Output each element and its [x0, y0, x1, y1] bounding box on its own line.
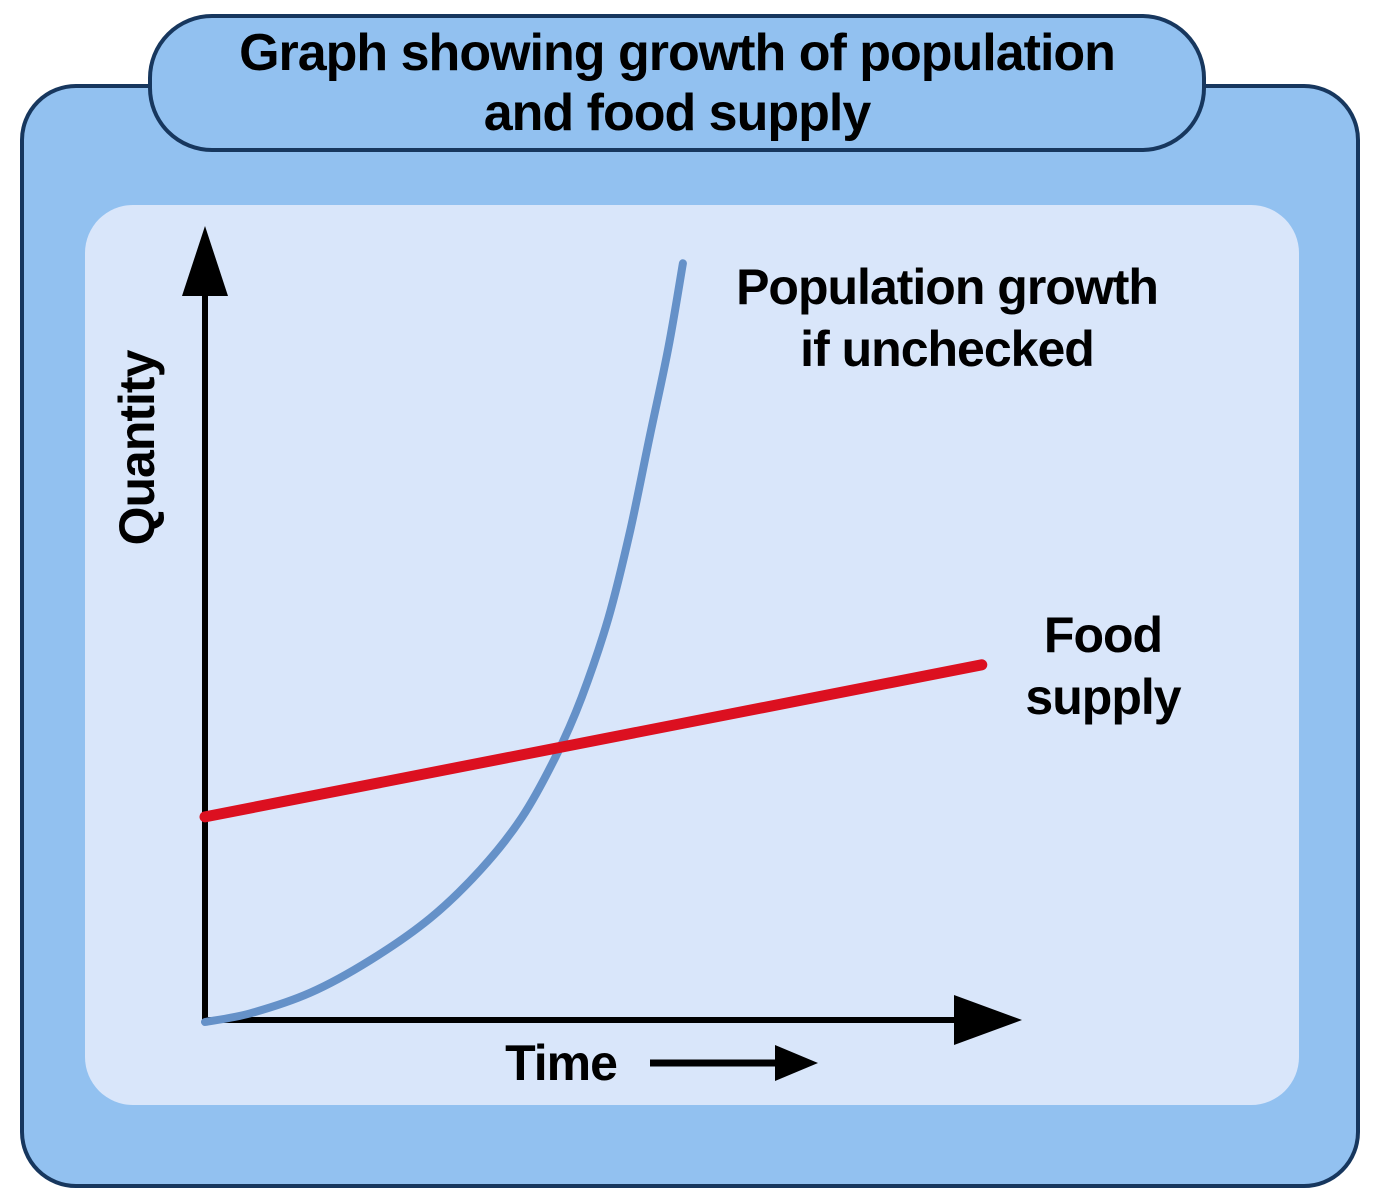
- x-axis-arrowhead: [954, 995, 1022, 1045]
- food-supply-label: Food supply: [1025, 607, 1181, 725]
- population-curve: [201, 259, 687, 1026]
- time-axis-label: Time: [505, 1035, 618, 1091]
- time-arrow-head: [775, 1045, 818, 1081]
- population-growth-label: Population growth if unchecked: [736, 259, 1159, 377]
- plot-panel: [85, 205, 1299, 1105]
- y-axis-arrowhead: [182, 226, 228, 296]
- quantity-axis-label: Quantity: [109, 350, 165, 546]
- food-supply-line: [199, 659, 988, 823]
- title-box: Graph showing growth of population and f…: [148, 14, 1206, 152]
- diagram-title: Graph showing growth of population and f…: [239, 24, 1116, 142]
